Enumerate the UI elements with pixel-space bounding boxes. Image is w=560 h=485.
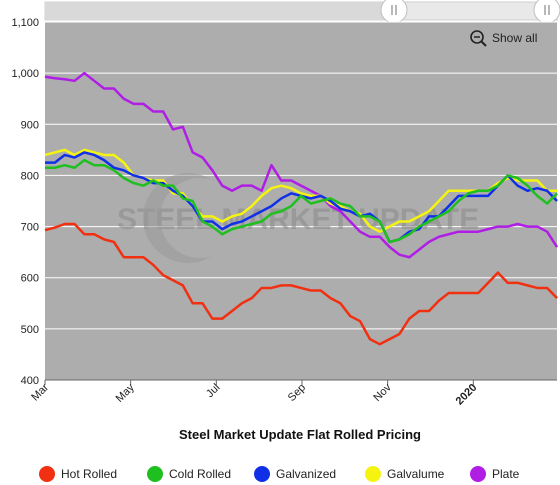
x-tick-label: May (114, 381, 138, 405)
show-all-button[interactable]: Show all (464, 26, 552, 50)
navigator-window[interactable] (45, 2, 393, 20)
grip-icon (544, 5, 550, 15)
x-tick-label: Jul (204, 382, 222, 400)
y-tick-label: 1,100 (11, 17, 39, 29)
y-tick-label: 900 (21, 119, 39, 131)
y-tick-label: 400 (21, 375, 39, 387)
x-tick-label: Nov (371, 381, 394, 404)
x-tick-label: 2020 (454, 382, 480, 408)
y-axis: 400 500 600 700 800 900 1,000 1,100 (11, 17, 39, 387)
series-line-plate (44, 71, 559, 259)
legend-label: Galvanized (276, 467, 336, 481)
series-line-galvalume (44, 148, 557, 233)
series-line-cold-rolled (45, 158, 558, 244)
y-tick-label: 700 (21, 222, 39, 234)
legend-marker (39, 466, 55, 482)
legend-marker (470, 466, 486, 482)
gridlines (45, 21, 557, 381)
legend-marker (365, 466, 381, 482)
y-tick-label: 1,000 (11, 68, 39, 80)
legend-item-hot-rolled[interactable]: Hot Rolled (39, 466, 117, 482)
x-axis: Mar May Jul Sep Nov 2020 (29, 379, 557, 408)
y-tick-label: 600 (21, 273, 39, 285)
navigator-left-handle[interactable] (380, 0, 408, 24)
legend-marker (147, 466, 163, 482)
watermark-text: STEEL MARKET UPDATE (117, 203, 479, 236)
legend-marker (254, 466, 270, 482)
legend-item-cold-rolled[interactable]: Cold Rolled (147, 466, 231, 482)
navigator-scrollbar[interactable] (44, 0, 560, 24)
grip-icon (391, 5, 397, 15)
legend-label: Galvalume (387, 467, 445, 481)
series-line-hot-rolled (44, 222, 558, 346)
y-tick-label: 500 (21, 324, 39, 336)
legend-label: Hot Rolled (61, 467, 117, 481)
legend-item-galvanized[interactable]: Galvanized (254, 466, 336, 482)
watermark-logo: STEEL MARKET UPDATE (117, 173, 479, 263)
navigator-right-handle[interactable] (533, 0, 560, 24)
plot-area (45, 22, 557, 380)
x-tick-label: Sep (286, 382, 308, 404)
zoom-out-icon (470, 30, 487, 47)
legend-label: Cold Rolled (169, 467, 231, 481)
show-all-label: Show all (492, 31, 537, 45)
legend-item-plate[interactable]: Plate (470, 466, 520, 482)
legend: Hot Rolled Cold Rolled Galvanized Galvalume… (39, 466, 520, 482)
legend-item-galvalume[interactable]: Galvalume (365, 466, 445, 482)
series-lines (44, 71, 559, 346)
y-tick-label: 800 (21, 170, 39, 182)
legend-label: Plate (492, 467, 520, 481)
show-all-button-bg[interactable] (464, 26, 552, 50)
chart-title: Steel Market Update Flat Rolled Pricing (179, 427, 421, 442)
